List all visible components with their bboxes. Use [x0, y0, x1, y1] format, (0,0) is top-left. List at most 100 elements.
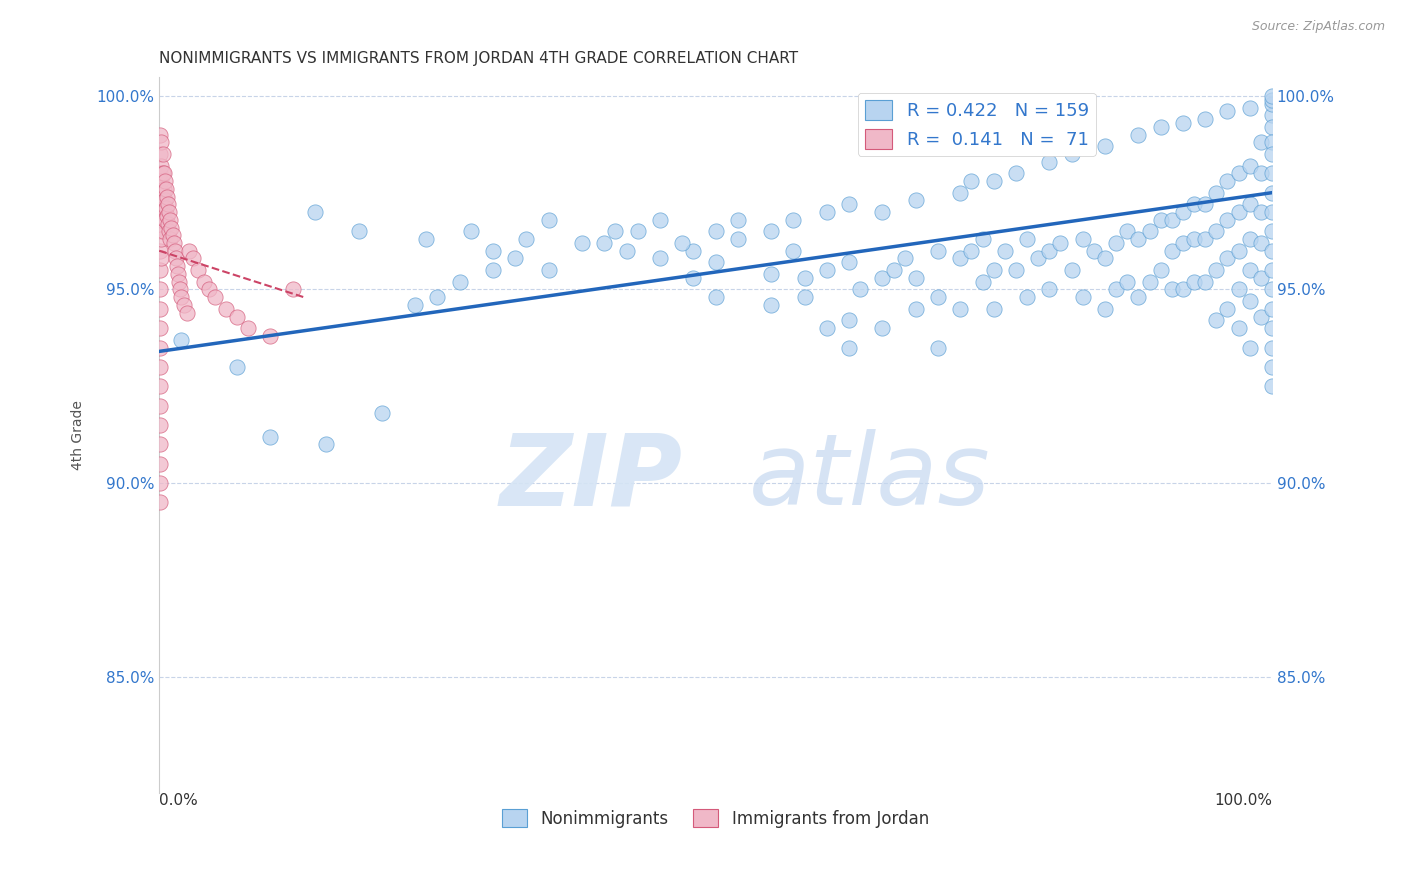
Point [1038, 154, 1060, 169]
Point [927, 290, 949, 304]
Point [149, 475, 172, 490]
Point [157, 197, 180, 211]
Point [1261, 341, 1284, 355]
Point [1194, 275, 1216, 289]
Point [149, 283, 172, 297]
Point [426, 290, 449, 304]
Point [415, 232, 437, 246]
Point [1261, 359, 1284, 374]
Point [149, 263, 172, 277]
Point [1038, 283, 1060, 297]
Point [1261, 379, 1284, 393]
Point [537, 263, 560, 277]
Point [152, 147, 174, 161]
Point [503, 252, 526, 266]
Point [167, 275, 190, 289]
Point [1149, 212, 1171, 227]
Point [1094, 301, 1116, 316]
Point [815, 321, 838, 335]
Point [893, 252, 915, 266]
Point [1261, 283, 1284, 297]
Point [1171, 205, 1194, 219]
Point [1149, 120, 1171, 134]
Point [482, 263, 505, 277]
Point [1250, 310, 1272, 324]
Point [983, 301, 1005, 316]
Point [1261, 93, 1284, 107]
Point [627, 224, 650, 238]
Point [1060, 263, 1083, 277]
Point [1261, 224, 1284, 238]
Point [153, 194, 176, 208]
Point [226, 310, 249, 324]
Point [1239, 263, 1261, 277]
Point [983, 174, 1005, 188]
Point [170, 333, 193, 347]
Point [571, 235, 593, 250]
Point [1171, 235, 1194, 250]
Point [1239, 341, 1261, 355]
Point [449, 275, 471, 289]
Point [782, 212, 804, 227]
Point [1116, 275, 1139, 289]
Point [152, 224, 174, 238]
Point [150, 159, 173, 173]
Point [150, 212, 173, 227]
Point [1094, 139, 1116, 153]
Point [704, 224, 727, 238]
Point [838, 197, 860, 211]
Point [1227, 321, 1250, 335]
Point [149, 128, 172, 142]
Point [1017, 232, 1039, 246]
Point [150, 232, 173, 246]
Point [149, 244, 172, 258]
Point [1060, 147, 1083, 161]
Point [960, 244, 983, 258]
Point [1105, 283, 1128, 297]
Point [1194, 232, 1216, 246]
Point [904, 194, 927, 208]
Point [1128, 232, 1150, 246]
Point [1261, 96, 1284, 111]
Text: atlas: atlas [749, 429, 991, 526]
Point [815, 263, 838, 277]
Point [648, 252, 671, 266]
Point [150, 174, 173, 188]
Point [1250, 205, 1272, 219]
Point [1160, 283, 1182, 297]
Point [1182, 232, 1205, 246]
Point [163, 235, 186, 250]
Point [198, 283, 221, 297]
Point [515, 232, 537, 246]
Point [1261, 263, 1284, 277]
Point [1128, 290, 1150, 304]
Point [616, 244, 638, 258]
Point [149, 205, 172, 219]
Point [1005, 166, 1028, 180]
Point [152, 182, 174, 196]
Point [1105, 235, 1128, 250]
Point [1227, 205, 1250, 219]
Point [371, 406, 394, 420]
Point [593, 235, 616, 250]
Point [704, 255, 727, 269]
Point [1261, 108, 1284, 122]
Point [1205, 313, 1227, 327]
Point [1026, 252, 1049, 266]
Point [259, 329, 281, 343]
Point [1171, 283, 1194, 297]
Point [149, 495, 172, 509]
Point [1261, 301, 1284, 316]
Point [960, 174, 983, 188]
Point [972, 275, 994, 289]
Point [1194, 112, 1216, 127]
Point [838, 341, 860, 355]
Point [1017, 290, 1039, 304]
Point [150, 252, 173, 266]
Point [149, 321, 172, 335]
Point [1005, 263, 1028, 277]
Point [1049, 235, 1071, 250]
Point [193, 275, 215, 289]
Point [949, 186, 972, 200]
Point [1250, 136, 1272, 150]
